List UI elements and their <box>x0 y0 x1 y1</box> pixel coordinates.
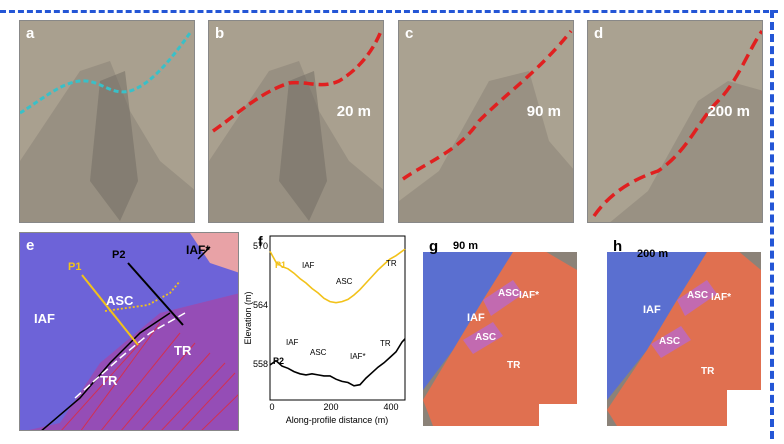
unit-label-tr: TR <box>174 343 192 358</box>
x-axis-label: Along-profile distance (m) <box>286 415 389 425</box>
unit-label-tr: TR <box>100 373 118 388</box>
scale-label: 200 m <box>637 248 669 260</box>
frame-top-border <box>0 10 778 13</box>
unit-label-iaf: IAF <box>286 338 299 347</box>
plot-frame <box>269 235 406 401</box>
x-tick-label: 200 <box>323 402 338 412</box>
unit-label-tr: TR <box>386 259 397 268</box>
unit-label-iaf: IAF <box>302 261 315 270</box>
series-line-p2 <box>269 338 406 387</box>
x-tick-label: 400 <box>383 402 398 412</box>
terrain-image <box>209 21 383 222</box>
panel-label-b: b <box>215 25 225 42</box>
terrain-image <box>399 21 573 222</box>
elevation-profile-chart: f 570 564 558 0 200 400 Along-profile di… <box>243 233 406 425</box>
slope-map <box>20 233 238 430</box>
unit-map <box>423 240 577 426</box>
y-axis-label: Elevation (m) <box>243 291 253 344</box>
unit-label-tr: TR <box>380 339 391 348</box>
scale-label: 20 m <box>336 103 371 120</box>
panel-label-a: a <box>26 25 35 42</box>
unit-label-asc: ASC <box>659 336 681 347</box>
panel-e: e P1 P2 IAF ASC IAF* TR TR <box>19 232 239 431</box>
unit-label-asc: ASC <box>336 277 353 286</box>
terrain-image <box>588 21 762 222</box>
panel-f: f 570 564 558 0 200 400 Along-profile di… <box>240 232 412 439</box>
unit-label-iaf: IAF <box>467 312 485 324</box>
panel-label-g: g <box>429 240 439 255</box>
unit-label-iaf-star: IAF* <box>350 352 366 361</box>
panel-h: h 200 m IAF ASC ASC IAF* TR <box>607 240 761 426</box>
panel-b: b 20 m <box>208 20 384 223</box>
unit-label-iaf-star: IAF* <box>186 243 210 257</box>
scale-label: 90 m <box>453 240 479 252</box>
panel-label-c: c <box>405 25 414 42</box>
panel-a: a <box>19 20 195 223</box>
unit-label-tr: TR <box>701 366 715 377</box>
series-line-p1 <box>269 248 406 304</box>
profile-label-p2: P2 <box>112 249 126 261</box>
profile-label-p1: P1 <box>68 261 82 273</box>
panel-label-d: d <box>594 25 604 42</box>
panel-label-e: e <box>26 237 35 254</box>
unit-label-asc: ASC <box>310 348 327 357</box>
scale-label: 200 m <box>707 103 750 120</box>
unit-label-asc: ASC <box>498 288 520 299</box>
terrain-image <box>20 21 194 222</box>
y-tick-label: 558 <box>253 359 268 369</box>
y-tick-label: 570 <box>253 241 268 251</box>
unit-label-asc: ASC <box>687 290 709 301</box>
unit-label-iaf-star: IAF* <box>519 290 539 301</box>
panel-g: g 90 m IAF ASC ASC IAF* TR <box>423 240 577 426</box>
unit-map <box>607 240 761 426</box>
unit-label-iaf: IAF <box>34 311 55 326</box>
panel-d: d 200 m <box>587 20 763 223</box>
scale-label: 90 m <box>526 103 561 120</box>
y-tick-label: 564 <box>253 300 268 310</box>
unit-label-asc: ASC <box>106 293 134 308</box>
series-label-p1: P1 <box>275 260 286 270</box>
unit-label-asc: ASC <box>475 332 497 343</box>
unit-label-iaf: IAF <box>643 304 661 316</box>
unit-label-tr: TR <box>507 360 521 371</box>
frame-right-border <box>770 10 774 439</box>
series-label-p2: P2 <box>273 356 284 366</box>
panel-label-f: f <box>258 233 263 249</box>
panel-c: c 90 m <box>398 20 574 223</box>
x-tick-label: 0 <box>269 402 274 412</box>
unit-label-iaf-star: IAF* <box>711 292 731 303</box>
panel-label-h: h <box>613 240 623 255</box>
